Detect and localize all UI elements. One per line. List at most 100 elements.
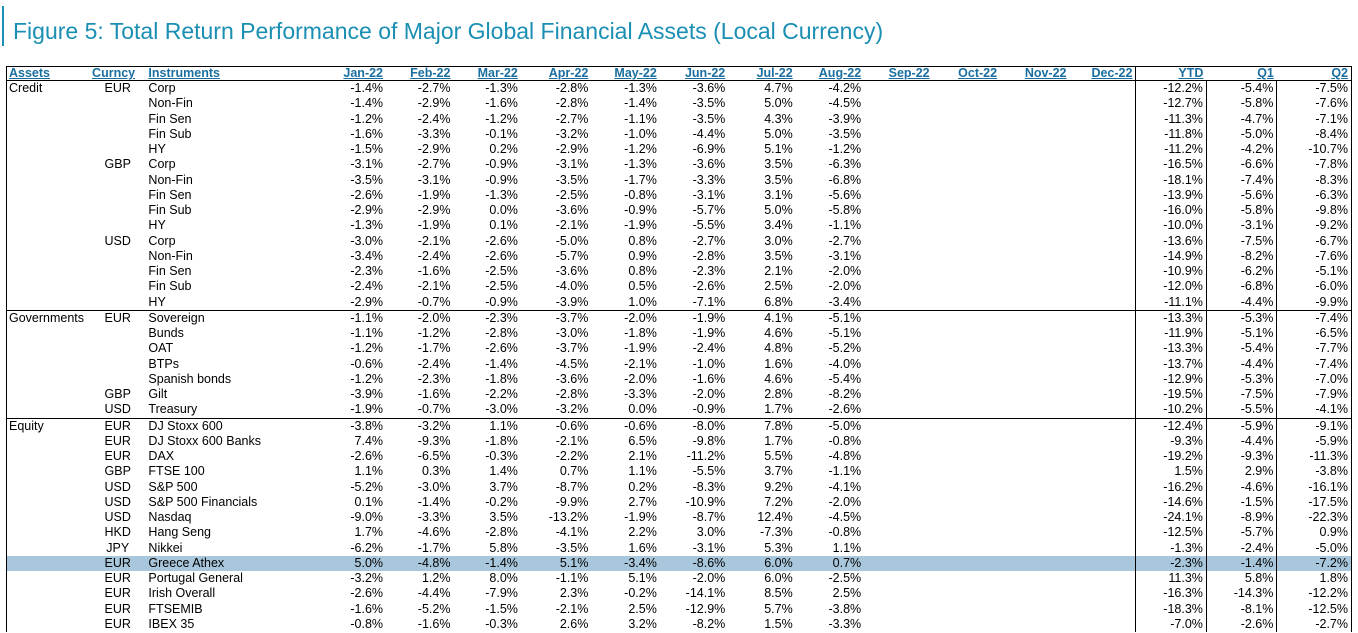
month-value-cell: -2.0% xyxy=(591,309,660,326)
ytd-cell: -13.3% xyxy=(1135,341,1207,357)
month-value-cell xyxy=(1000,449,1069,464)
month-value-cell: -0.2% xyxy=(624,586,657,601)
month-value-cell xyxy=(1070,188,1136,203)
month-value-cell: -1.5% xyxy=(350,142,384,157)
q2-cell: -7.7% xyxy=(1276,341,1352,357)
instrument-cell: OAT xyxy=(148,341,174,356)
month-value-cell: 0.8% xyxy=(628,264,657,279)
month-value-cell: -5.6% xyxy=(828,187,862,202)
q1-cell: -4.2% xyxy=(1205,142,1277,158)
month-value-cell: 5.1% xyxy=(628,571,657,586)
month-value-cell: -8.6% xyxy=(659,555,729,571)
month-value-cell: -13.2% xyxy=(548,510,589,525)
q1-cell: -6.6% xyxy=(1205,157,1277,173)
q2-cell: -12.2% xyxy=(1276,586,1352,602)
month-value-cell: 0.0% xyxy=(489,203,518,218)
asset-cell: Equity xyxy=(6,417,91,434)
month-value-cell: -8.2% xyxy=(692,616,726,631)
month-value-cell: 1.1% xyxy=(354,464,384,479)
column-header: Jun-22 xyxy=(659,66,729,81)
month-value-cell xyxy=(1069,417,1136,434)
asset-cell xyxy=(6,264,91,280)
month-value-cell: -2.8% xyxy=(485,525,518,540)
column-header: Jul-22 xyxy=(728,66,796,81)
month-value-cell: 1.1% xyxy=(832,540,862,555)
month-value-cell: -4.0% xyxy=(555,279,589,294)
month-value-cell xyxy=(1070,387,1136,402)
month-value-cell xyxy=(1000,434,1069,449)
month-value-cell: -3.5% xyxy=(828,126,862,141)
instrument-cell: FTSE 100 xyxy=(148,464,205,479)
month-value-cell: -2.4% xyxy=(350,279,384,294)
month-value-cell xyxy=(1000,571,1069,586)
month-value-cell: -2.0% xyxy=(828,494,862,509)
month-value-cell: -2.4% xyxy=(417,356,451,371)
q1-cell: -5.9% xyxy=(1205,417,1277,434)
q2-cell: -12.5% xyxy=(1276,601,1352,617)
table-row: Non-Fin -3.5% -3.1% -0.9% -3.5% -1.7% -3.3% 3.5… xyxy=(6,172,1352,188)
instrument-cell: HY xyxy=(148,218,166,233)
table-row: Fin Sub -2.4% -2.1% -2.5% -4.0% 0.5% -2.6% 2.5%… xyxy=(6,279,1352,295)
month-value-cell xyxy=(1070,571,1136,586)
month-value-cell: -0.9% xyxy=(624,203,657,218)
month-value-cell xyxy=(864,234,932,249)
table-row: USD S&P 500 Financials 0.1% -1.4% -0.2% -9.9%… xyxy=(6,494,1352,510)
month-value-cell: -2.1% xyxy=(417,279,451,294)
month-value-cell: -12.9% xyxy=(685,601,726,616)
month-value-cell: -8.7% xyxy=(555,479,589,494)
month-value-cell: -0.3% xyxy=(485,449,518,464)
month-value-cell xyxy=(933,326,1000,341)
month-value-cell: -2.8% xyxy=(555,81,589,96)
month-value-cell: 3.0% xyxy=(696,525,726,540)
month-value-cell xyxy=(1070,326,1136,341)
instrument-cell: Corp xyxy=(148,81,176,96)
month-value-cell xyxy=(933,157,1000,172)
q2-cell: -2.7% xyxy=(1276,616,1352,632)
month-value-cell: 5.0% xyxy=(764,126,793,141)
table-row: GBP Gilt -3.9% -1.6% -2.2% -2.8% -3.3% -2.0% 2.8… xyxy=(6,387,1352,403)
month-value-cell xyxy=(1070,602,1136,617)
currency-cell: HKD xyxy=(104,525,131,540)
month-value-cell: -1.2% xyxy=(828,142,862,157)
month-value-cell: -3.5% xyxy=(555,540,589,555)
month-value-cell xyxy=(864,173,932,188)
month-value-cell: -2.1% xyxy=(555,218,589,233)
month-value-cell xyxy=(1000,417,1070,434)
month-value-cell: -8.2% xyxy=(828,387,862,402)
month-value-cell: 7.2% xyxy=(764,494,793,509)
month-value-cell xyxy=(933,510,1000,525)
ytd-cell: -16.5% xyxy=(1135,157,1207,173)
q2-cell: -11.3% xyxy=(1276,449,1352,465)
month-value-cell xyxy=(1070,127,1136,142)
instrument-cell: Fin Sub xyxy=(148,279,192,294)
month-value-cell xyxy=(864,434,932,449)
month-value-cell: 2.1% xyxy=(764,264,793,279)
month-value-cell: 5.1% xyxy=(764,142,793,157)
currency-cell xyxy=(90,341,146,356)
q1-cell: -5.3% xyxy=(1205,309,1277,326)
month-value-cell xyxy=(1000,173,1069,188)
q1-cell: -4.7% xyxy=(1205,111,1277,127)
month-value-cell: 3.5% xyxy=(764,172,793,187)
month-value-cell xyxy=(933,295,1000,311)
month-value-cell: -5.7% xyxy=(692,203,726,218)
month-value-cell xyxy=(864,510,932,525)
ytd-cell: -24.1% xyxy=(1135,510,1207,526)
instrument-cell: Spanish bonds xyxy=(148,371,232,386)
month-value-cell xyxy=(1000,357,1069,372)
instrument-cell: Fin Sub xyxy=(148,126,192,141)
month-value-cell: 2.3% xyxy=(559,586,589,601)
ytd-cell: -10.9% xyxy=(1135,264,1207,280)
month-value-cell: -3.4% xyxy=(350,248,384,263)
month-value-cell: -0.9% xyxy=(485,294,518,309)
table-row: Equity EUR DJ Stoxx 600 -3.8% -3.2% 1.1% -0.6%… xyxy=(6,417,1352,434)
currency-cell: EUR xyxy=(104,571,131,586)
ytd-cell: -13.3% xyxy=(1135,309,1207,326)
month-value-cell xyxy=(933,203,1000,218)
month-value-cell xyxy=(1070,464,1136,479)
ytd-cell: -12.4% xyxy=(1135,417,1207,434)
table-row: Governments EUR Sovereign -1.1% -2.0% -2.3% -3… xyxy=(6,309,1352,326)
q2-cell: -9.9% xyxy=(1276,294,1352,311)
month-value-cell xyxy=(933,387,1000,402)
ytd-cell: -10.2% xyxy=(1135,402,1207,418)
